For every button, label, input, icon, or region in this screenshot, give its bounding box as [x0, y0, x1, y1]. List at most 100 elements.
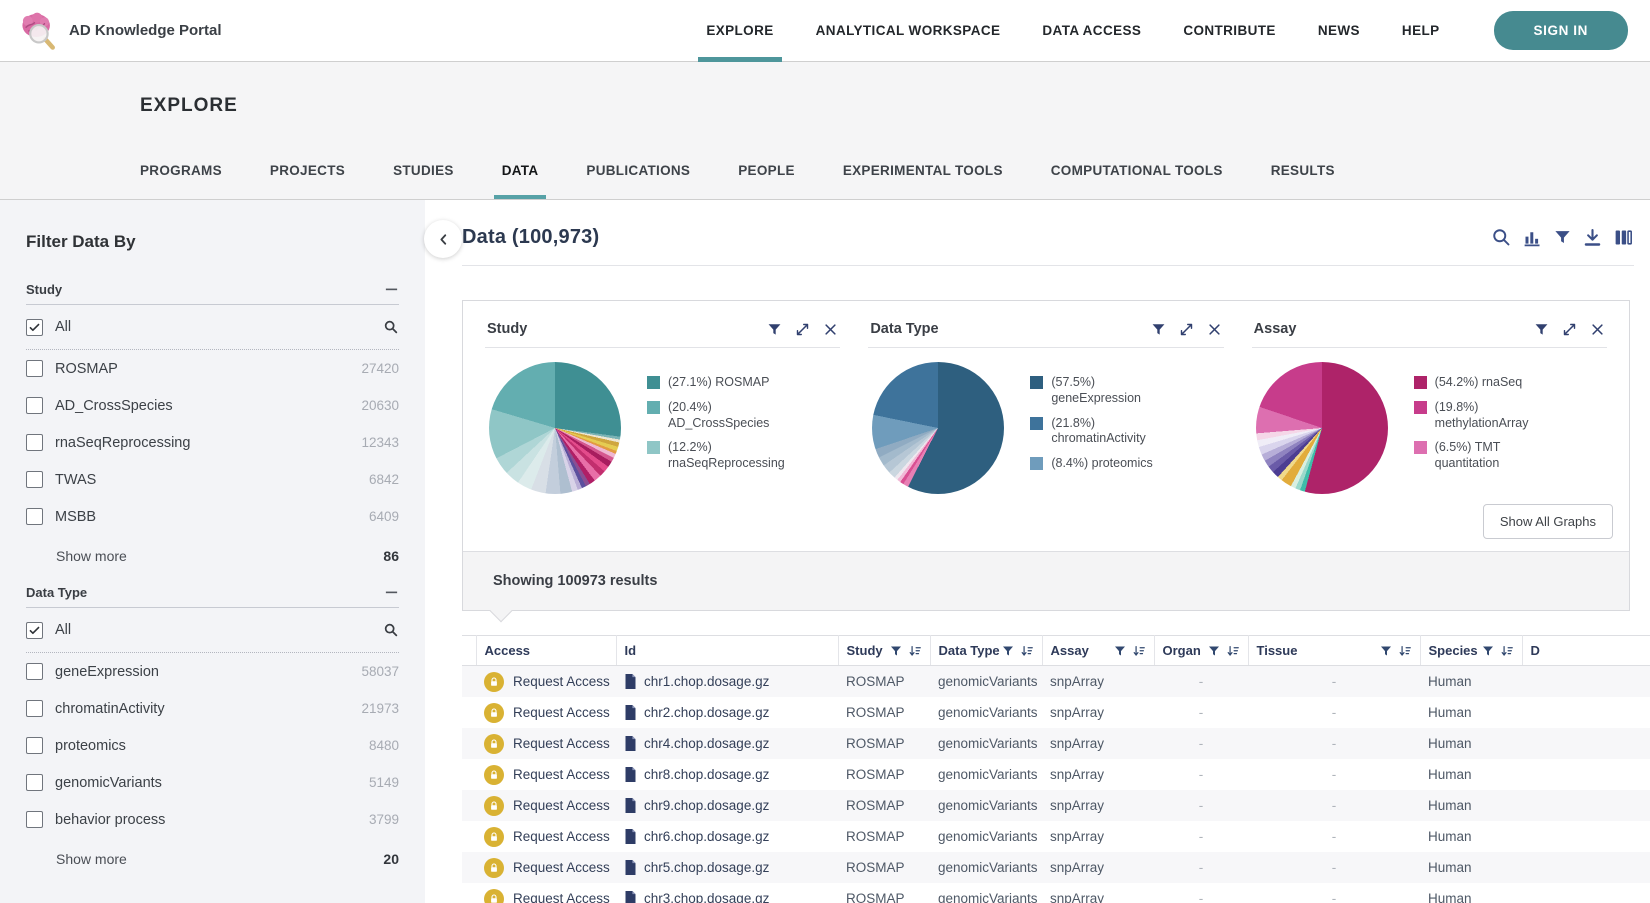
filter-item-checkbox[interactable]	[26, 471, 43, 488]
request-access-link[interactable]: Request Access	[513, 829, 610, 844]
top-nav-link[interactable]: HELP	[1402, 0, 1440, 62]
explore-tab[interactable]: PEOPLE	[738, 163, 795, 199]
filter-item-checkbox[interactable]	[26, 434, 43, 451]
collapse-section-icon[interactable]	[384, 585, 399, 600]
file-name-link[interactable]: chr3.chop.dosage.gz	[644, 891, 770, 903]
filter-item-checkbox[interactable]	[26, 508, 43, 525]
request-access-link[interactable]: Request Access	[513, 767, 610, 782]
table-header-cell[interactable]: Data Type	[930, 635, 1043, 666]
filter-item-checkbox[interactable]	[26, 360, 43, 377]
search-icon[interactable]	[1491, 227, 1512, 248]
filter-item[interactable]: proteomics 8480	[26, 727, 399, 764]
file-name-link[interactable]: chr6.chop.dosage.gz	[644, 829, 770, 844]
explore-tab[interactable]: RESULTS	[1271, 163, 1335, 199]
explore-tab[interactable]: STUDIES	[393, 163, 454, 199]
filter-item-checkbox[interactable]	[26, 774, 43, 791]
lock-icon[interactable]	[484, 702, 504, 723]
filter-item[interactable]: TWAS 6842	[26, 461, 399, 498]
chart-filter-icon[interactable]	[767, 322, 782, 337]
column-filter-icon[interactable]	[1482, 645, 1494, 657]
table-header-cell[interactable]: Access	[476, 635, 617, 666]
table-header-cell[interactable]: D	[1522, 635, 1650, 666]
filter-item[interactable]: rnaSeqReprocessing 12343	[26, 424, 399, 461]
columns-icon[interactable]	[1613, 227, 1634, 248]
column-sort-icon[interactable]	[1132, 644, 1146, 658]
pie-chart[interactable]	[489, 362, 621, 494]
brand[interactable]: AD Knowledge Portal	[16, 9, 222, 53]
request-access-link[interactable]: Request Access	[513, 705, 610, 720]
chart-expand-icon[interactable]	[1179, 322, 1194, 337]
sign-in-button[interactable]: SIGN IN	[1493, 11, 1628, 50]
column-filter-icon[interactable]	[1002, 645, 1014, 657]
collapse-section-icon[interactable]	[384, 282, 399, 297]
table-header-cell[interactable]: Organ	[1154, 635, 1249, 666]
filter-item[interactable]: chromatinActivity 21973	[26, 690, 399, 727]
chart-expand-icon[interactable]	[795, 322, 810, 337]
facet-search-icon[interactable]	[383, 622, 399, 638]
column-sort-icon[interactable]	[1500, 644, 1514, 658]
top-nav-link[interactable]: NEWS	[1318, 0, 1360, 62]
pie-chart[interactable]	[1255, 362, 1388, 494]
file-name-link[interactable]: chr1.chop.dosage.gz	[644, 674, 770, 689]
download-icon[interactable]	[1582, 227, 1603, 248]
lock-icon[interactable]	[484, 888, 504, 903]
chart-expand-icon[interactable]	[1562, 322, 1577, 337]
file-name-link[interactable]: chr4.chop.dosage.gz	[644, 736, 770, 751]
lock-icon[interactable]	[484, 826, 504, 847]
column-filter-icon[interactable]	[1114, 645, 1126, 657]
column-filter-icon[interactable]	[1208, 645, 1220, 657]
table-header-cell[interactable]: Assay	[1042, 635, 1155, 666]
filter-item[interactable]: MSBB 6409	[26, 498, 399, 535]
sidebar-collapse-button[interactable]	[424, 220, 462, 258]
file-name-link[interactable]: chr2.chop.dosage.gz	[644, 705, 770, 720]
chart-filter-icon[interactable]	[1534, 322, 1549, 337]
request-access-link[interactable]: Request Access	[513, 736, 610, 751]
filter-item[interactable]: ROSMAP 27420	[26, 350, 399, 387]
top-nav-link[interactable]: DATA ACCESS	[1042, 0, 1141, 62]
file-name-link[interactable]: chr8.chop.dosage.gz	[644, 767, 770, 782]
top-nav-link[interactable]: ANALYTICAL WORKSPACE	[816, 0, 1001, 62]
show-more-row[interactable]: Show more 20	[26, 838, 399, 880]
filter-icon[interactable]	[1553, 228, 1572, 247]
column-sort-icon[interactable]	[1398, 644, 1412, 658]
explore-tab[interactable]: EXPERIMENTAL TOOLS	[843, 163, 1003, 199]
chart-close-icon[interactable]	[1590, 322, 1605, 337]
chart-close-icon[interactable]	[1207, 322, 1222, 337]
file-name-link[interactable]: chr9.chop.dosage.gz	[644, 798, 770, 813]
explore-tab[interactable]: DATA	[493, 163, 547, 199]
explore-tab[interactable]: COMPUTATIONAL TOOLS	[1051, 163, 1223, 199]
top-nav-link[interactable]: EXPLORE	[698, 0, 783, 62]
chart-filter-icon[interactable]	[1151, 322, 1166, 337]
column-filter-icon[interactable]	[890, 645, 902, 657]
filter-item-checkbox[interactable]	[26, 663, 43, 680]
filter-item[interactable]: geneExpression 58037	[26, 653, 399, 690]
show-all-graphs-button[interactable]: Show All Graphs	[1482, 504, 1613, 539]
column-sort-icon[interactable]	[1020, 644, 1034, 658]
lock-icon[interactable]	[484, 857, 504, 878]
top-nav-link[interactable]: CONTRIBUTE	[1183, 0, 1276, 62]
all-checkbox[interactable]	[26, 621, 43, 639]
table-header-cell[interactable]: Study	[838, 635, 931, 666]
filter-item[interactable]: AD_CrossSpecies 20630	[26, 387, 399, 424]
request-access-link[interactable]: Request Access	[513, 674, 610, 689]
lock-icon[interactable]	[484, 733, 504, 754]
column-sort-icon[interactable]	[1226, 644, 1240, 658]
table-header-cell[interactable]: Id	[616, 635, 839, 666]
column-filter-icon[interactable]	[1380, 645, 1392, 657]
request-access-link[interactable]: Request Access	[513, 860, 610, 875]
lock-icon[interactable]	[484, 671, 504, 692]
file-name-link[interactable]: chr5.chop.dosage.gz	[644, 860, 770, 875]
filter-item-checkbox[interactable]	[26, 700, 43, 717]
filter-item-checkbox[interactable]	[26, 811, 43, 828]
filter-item[interactable]: behavior process 3799	[26, 801, 399, 838]
chart-close-icon[interactable]	[823, 322, 838, 337]
explore-tab[interactable]: PROJECTS	[270, 163, 345, 199]
pie-chart[interactable]	[872, 362, 1005, 494]
lock-icon[interactable]	[484, 795, 504, 816]
column-sort-icon[interactable]	[908, 644, 922, 658]
filter-item-checkbox[interactable]	[26, 737, 43, 754]
all-checkbox[interactable]	[26, 318, 43, 336]
bar-chart-icon[interactable]	[1522, 227, 1543, 248]
filter-item[interactable]: genomicVariants 5149	[26, 764, 399, 801]
show-more-row[interactable]: Show more 86	[26, 535, 399, 577]
